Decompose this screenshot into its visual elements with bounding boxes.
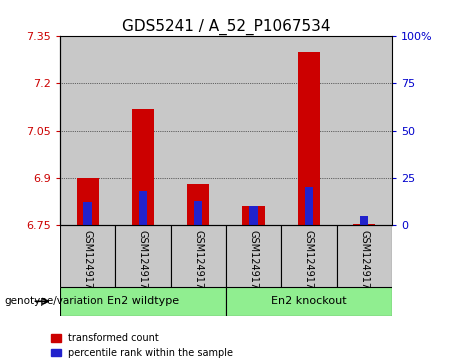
Bar bbox=[115, 225, 171, 287]
Bar bbox=[115, 36, 171, 225]
Text: En2 wildtype: En2 wildtype bbox=[107, 296, 179, 306]
Title: GDS5241 / A_52_P1067534: GDS5241 / A_52_P1067534 bbox=[122, 19, 330, 35]
Bar bbox=[298, 52, 320, 225]
Bar bbox=[132, 109, 154, 225]
Bar bbox=[60, 36, 115, 225]
Bar bbox=[249, 206, 258, 225]
Bar bbox=[305, 187, 313, 225]
Text: GSM1249174: GSM1249174 bbox=[248, 230, 259, 295]
Legend: transformed count, percentile rank within the sample: transformed count, percentile rank withi… bbox=[51, 333, 233, 358]
Bar bbox=[139, 191, 147, 225]
Text: En2 knockout: En2 knockout bbox=[271, 296, 347, 306]
Bar bbox=[226, 225, 281, 287]
Bar bbox=[360, 216, 368, 225]
Bar bbox=[194, 200, 202, 225]
Bar bbox=[77, 178, 99, 225]
Bar bbox=[226, 36, 281, 225]
Text: genotype/variation: genotype/variation bbox=[5, 296, 104, 306]
Text: GSM1249171: GSM1249171 bbox=[83, 230, 93, 295]
Bar bbox=[226, 287, 392, 316]
Text: GSM1249172: GSM1249172 bbox=[138, 230, 148, 295]
Bar bbox=[353, 224, 375, 225]
Bar bbox=[171, 225, 226, 287]
Bar bbox=[242, 206, 265, 225]
Text: GSM1249176: GSM1249176 bbox=[359, 230, 369, 295]
Text: GSM1249175: GSM1249175 bbox=[304, 230, 314, 295]
Bar bbox=[60, 287, 226, 316]
Bar bbox=[83, 203, 92, 225]
Bar bbox=[337, 225, 392, 287]
Text: GSM1249173: GSM1249173 bbox=[193, 230, 203, 295]
Bar bbox=[187, 184, 209, 225]
Bar bbox=[281, 36, 337, 225]
Bar bbox=[60, 225, 115, 287]
Bar bbox=[337, 36, 392, 225]
Bar bbox=[281, 225, 337, 287]
Bar bbox=[171, 36, 226, 225]
